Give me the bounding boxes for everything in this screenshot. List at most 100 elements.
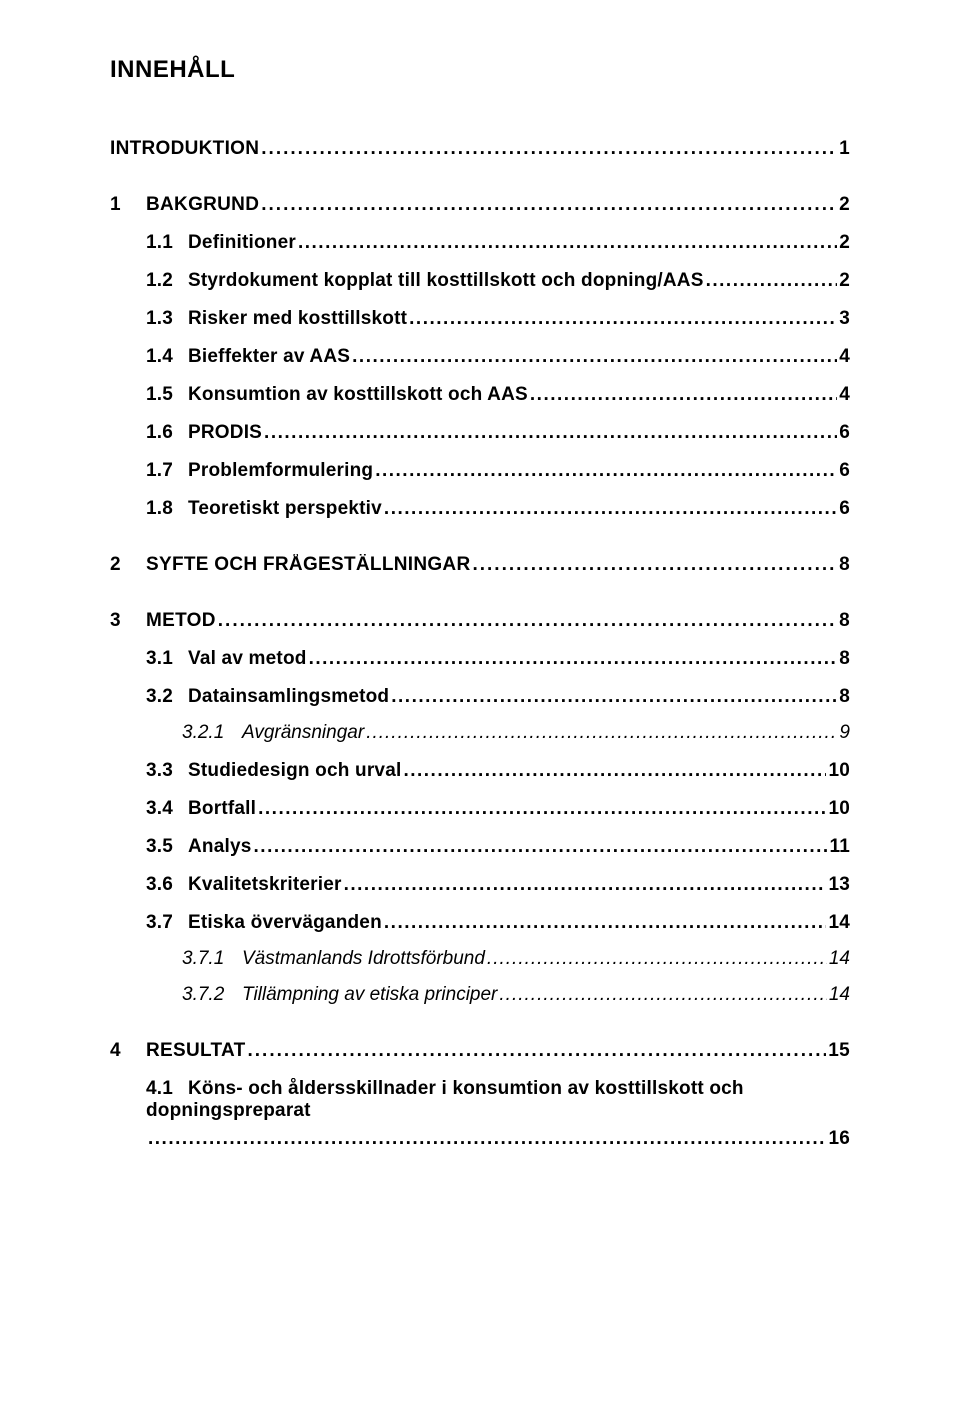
toc-entry: 1.1Definitioner 2 [110, 232, 850, 254]
toc-entry-label: 3.1Val av metod [146, 648, 307, 670]
toc-entry-text: Studiedesign och urval [188, 760, 401, 781]
toc-entry-number: 3.6 [146, 874, 188, 896]
toc-entry-number: 1.3 [146, 308, 188, 330]
toc-entry: 3.7Etiska överväganden 14 [110, 912, 850, 934]
toc-entry-label: 3.5Analys [146, 836, 252, 858]
toc-entry-label: 1.7Problemformulering [146, 460, 373, 482]
toc-entry-label: 3.6Kvalitetskriterier [146, 874, 342, 896]
toc-entry-page: 6 [839, 498, 850, 520]
toc-entry-label: 1.2Styrdokument kopplat till kosttillsko… [146, 270, 704, 292]
toc-entry-label: 1.8Teoretiskt perspektiv [146, 498, 382, 520]
toc-leader [298, 232, 837, 254]
toc-entry: 1.2Styrdokument kopplat till kosttillsko… [110, 270, 850, 292]
toc-leader [499, 984, 826, 1006]
toc-entry-number: 1.8 [146, 498, 188, 520]
toc-leader [248, 1040, 827, 1062]
toc-entry-label: 3.7.1Västmanlands Idrottsförbund [182, 948, 485, 970]
toc-entry-label: INTRODUKTION [110, 138, 259, 160]
toc-entry-number: 3.5 [146, 836, 188, 858]
toc-entry: 1BAKGRUND 2 [110, 194, 850, 216]
toc-entry-label: 2SYFTE OCH FRÅGESTÄLLNINGAR [110, 554, 470, 576]
toc-entry-number: 3 [110, 610, 146, 632]
toc-entry-label: 3.2.1Avgränsningar [182, 722, 364, 744]
toc-entry-page: 2 [839, 232, 850, 254]
toc-leader [391, 686, 837, 708]
toc-entry-label: 3METOD [110, 610, 216, 632]
toc-entry: 3.2.1Avgränsningar 9 [110, 722, 850, 744]
toc-title: INNEHÅLL [110, 56, 850, 84]
toc-entry-text: INTRODUKTION [110, 138, 259, 159]
toc-entry-page: 10 [828, 760, 850, 782]
toc-entry-page: 3 [839, 308, 850, 330]
toc-entry-label: 3.7.2Tillämpning av etiska principer [182, 984, 497, 1006]
toc-entry-page: 14 [829, 948, 850, 970]
toc-leader [409, 308, 837, 330]
toc-entry-page: 8 [839, 648, 850, 670]
toc-entry-label: 3.3Studiedesign och urval [146, 760, 401, 782]
toc-leader [384, 912, 827, 934]
toc-entry-number: 3.2 [146, 686, 188, 708]
toc-entry: 1.8Teoretiskt perspektiv 6 [110, 498, 850, 520]
toc-entry-text: Problemformulering [188, 460, 373, 481]
toc-entry-text: Definitioner [188, 232, 296, 253]
toc-leader [487, 948, 827, 970]
toc-entry-text: METOD [146, 610, 216, 631]
toc-entry-page: 15 [828, 1040, 850, 1062]
toc-entry-page: 11 [830, 836, 851, 858]
toc-leader [258, 798, 826, 820]
toc-leader [403, 760, 826, 782]
toc-entry-text: Analys [188, 836, 252, 857]
toc-entry: 3.3Studiedesign och urval 10 [110, 760, 850, 782]
toc-entry-text: BAKGRUND [146, 194, 259, 215]
toc-entry-number: 3.7 [146, 912, 188, 934]
toc-entry-label: 4RESULTAT [110, 1040, 246, 1062]
toc-entry-label: 1.4Bieffekter av AAS [146, 346, 350, 368]
toc-entry-page: 16 [828, 1128, 850, 1150]
toc-entry-number: 1 [110, 194, 146, 216]
toc-entry-text: Tillämpning av etiska principer [242, 984, 497, 1005]
toc-entry-text: Avgränsningar [242, 722, 364, 743]
toc-entry-page: 8 [839, 686, 850, 708]
toc-entry: 4.1Köns- och åldersskillnader i konsumti… [110, 1078, 850, 1150]
toc-entry-text: Köns- och åldersskillnader i konsumtion … [146, 1078, 744, 1121]
toc-entry-text: Bieffekter av AAS [188, 346, 350, 367]
toc-entry: 2SYFTE OCH FRÅGESTÄLLNINGAR 8 [110, 554, 850, 576]
toc-entry-page: 10 [828, 798, 850, 820]
toc-entry: 1.4Bieffekter av AAS 4 [110, 346, 850, 368]
toc-leader [706, 270, 838, 292]
toc-entry-text: Etiska överväganden [188, 912, 382, 933]
toc-entry-label: 1.5Konsumtion av kosttillskott och AAS [146, 384, 528, 406]
toc-entry-page: 14 [828, 912, 850, 934]
toc-entry-text: Bortfall [188, 798, 256, 819]
toc-entry-page: 2 [839, 194, 850, 216]
toc-leader [375, 460, 837, 482]
toc-leader [384, 498, 837, 520]
toc-leader [261, 194, 837, 216]
toc-entry: 3.1Val av metod 8 [110, 648, 850, 670]
toc-entry-page: 1 [839, 138, 850, 160]
toc-entry-page: 9 [839, 722, 850, 744]
toc-entry: 1.7Problemformulering 6 [110, 460, 850, 482]
toc-entry-page: 6 [839, 460, 850, 482]
toc-leader [366, 722, 837, 744]
toc-leader [352, 346, 837, 368]
toc-entry-number: 1.5 [146, 384, 188, 406]
toc-entry-text: Datainsamlingsmetod [188, 686, 389, 707]
toc-entry-number: 3.1 [146, 648, 188, 670]
toc-entry-label: 3.2Datainsamlingsmetod [146, 686, 389, 708]
toc-entry-label: 1BAKGRUND [110, 194, 259, 216]
toc-entry: 1.3Risker med kosttillskott 3 [110, 308, 850, 330]
toc-entry-text: Konsumtion av kosttillskott och AAS [188, 384, 528, 405]
toc-entry-number: 4.1 [146, 1078, 188, 1100]
toc-entry-text: Västmanlands Idrottsförbund [242, 948, 485, 969]
toc-entry-label: 3.7Etiska överväganden [146, 912, 382, 934]
toc-entry-number: 1.4 [146, 346, 188, 368]
toc-entry-number: 3.3 [146, 760, 188, 782]
toc-entry: 3METOD 8 [110, 610, 850, 632]
toc-leader [344, 874, 827, 896]
toc-leader [148, 1128, 826, 1150]
toc-leader [261, 138, 837, 160]
toc-entry-page: 14 [829, 984, 850, 1006]
toc-entry-text: Val av metod [188, 648, 307, 669]
toc-entry-page: 6 [839, 422, 850, 444]
